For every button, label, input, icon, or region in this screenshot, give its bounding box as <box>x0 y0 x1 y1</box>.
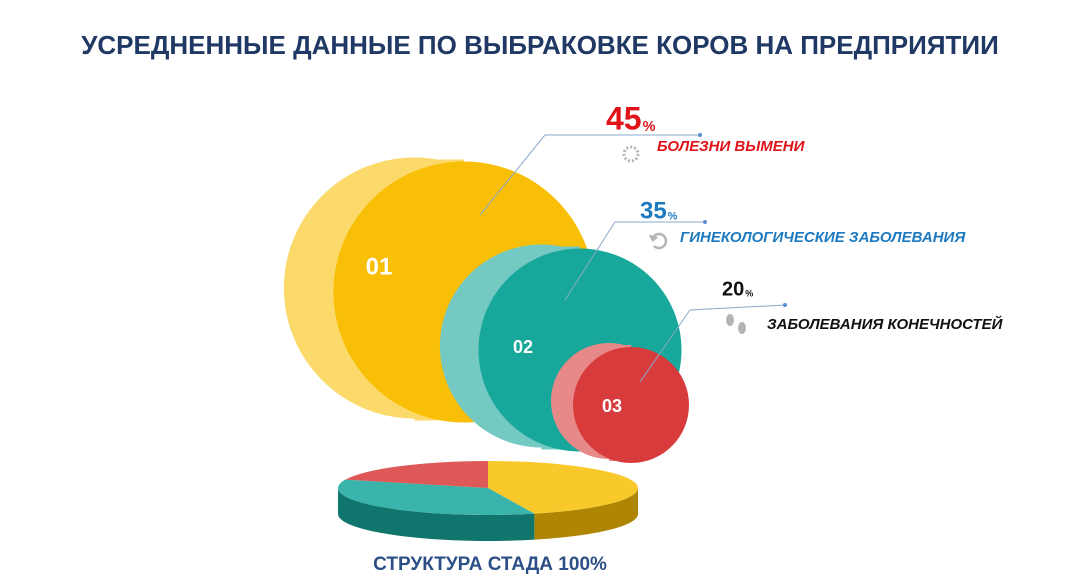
category-label: ЗАБОЛЕВАНИЯ КОНЕЧНОСТЕЙ <box>767 315 1004 333</box>
disc-number: 03 <box>602 396 622 416</box>
value-unit: % <box>668 211 678 223</box>
value-label: 45 <box>606 100 642 136</box>
disc-number: 02 <box>513 337 533 357</box>
leader-dots <box>698 133 787 307</box>
icon-cycle <box>648 232 668 250</box>
leader-line <box>479 134 700 216</box>
category-label: ГИНЕКОЛОГИЧЕСКИЕ ЗАБОЛЕВАНИЯ <box>680 229 966 246</box>
category-label: БОЛЕЗНИ ВЫМЕНИ <box>657 138 806 155</box>
icon-hoof <box>726 314 734 326</box>
pie-slice <box>337 479 535 515</box>
footer: СТРУКТУРА СТАДА 100% <box>373 554 607 575</box>
value-unit: % <box>643 119 656 135</box>
dot <box>783 303 787 307</box>
chart-title: УСРЕДНЕННЫЕ ДАННЫЕ ПО ВЫБРАКОВКЕ КОРОВ Н… <box>81 30 999 60</box>
icon-virus <box>622 145 640 163</box>
icon-hoof <box>738 322 746 334</box>
pie-side <box>338 488 535 541</box>
leader-lines <box>479 134 786 383</box>
dot <box>698 133 702 137</box>
value-label: 20 <box>722 278 744 300</box>
disc-front <box>573 347 689 463</box>
discs: 01 02 03 <box>283 157 689 463</box>
structure-pie <box>337 461 639 541</box>
icons <box>622 145 746 334</box>
value-label: 35 <box>640 197 667 224</box>
pie-slice <box>345 461 488 488</box>
leader-line <box>564 221 705 301</box>
pie-side <box>534 488 638 540</box>
disc-number: 01 <box>366 253 393 280</box>
pie-slice <box>488 461 639 514</box>
leader-line <box>639 304 786 383</box>
dot <box>703 220 707 224</box>
disc <box>550 343 689 463</box>
value-unit: % <box>745 288 753 298</box>
